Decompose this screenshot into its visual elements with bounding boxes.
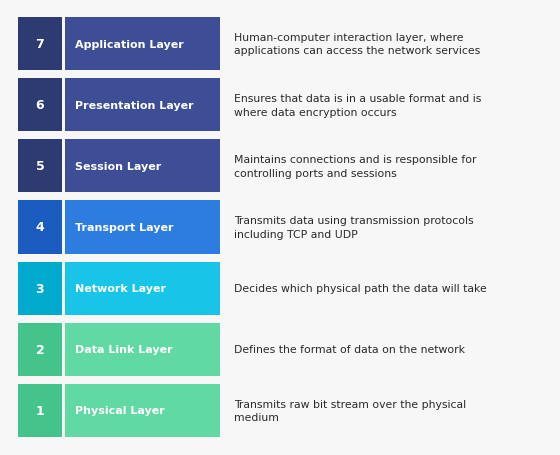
Text: 5: 5 [36,160,44,173]
Bar [65,384,220,437]
Bar [18,79,62,132]
Text: 7: 7 [36,38,44,51]
Bar [65,201,220,254]
Text: 2: 2 [36,343,44,356]
Text: Presentation Layer: Presentation Layer [75,101,194,111]
Bar [18,18,62,71]
Text: Defines the format of data on the network: Defines the format of data on the networ… [234,344,465,354]
Bar [18,384,62,437]
Text: Transport Layer: Transport Layer [75,222,174,233]
Text: Transmits data using transmission protocols
including TCP and UDP: Transmits data using transmission protoc… [234,216,474,239]
Bar [65,79,220,132]
Text: 1: 1 [36,404,44,417]
Bar [65,140,220,193]
Text: Network Layer: Network Layer [75,283,166,293]
Text: 3: 3 [36,282,44,295]
Text: Transmits raw bit stream over the physical
medium: Transmits raw bit stream over the physic… [234,399,466,422]
Text: Decides which physical path the data will take: Decides which physical path the data wil… [234,283,487,293]
Text: Application Layer: Application Layer [75,40,184,50]
Text: Data Link Layer: Data Link Layer [75,344,172,354]
Text: Maintains connections and is responsible for
controlling ports and sessions: Maintains connections and is responsible… [234,155,477,178]
Text: Physical Layer: Physical Layer [75,405,165,415]
Bar [65,262,220,315]
Bar [18,140,62,193]
Bar [65,323,220,376]
Text: Human-computer interaction layer, where
applications can access the network serv: Human-computer interaction layer, where … [234,33,480,56]
Text: Session Layer: Session Layer [75,162,161,172]
Text: 4: 4 [36,221,44,234]
Bar [18,262,62,315]
Text: Ensures that data is in a usable format and is
where data encryption occurs: Ensures that data is in a usable format … [234,94,482,117]
Bar [18,323,62,376]
Bar [65,18,220,71]
Text: 6: 6 [36,99,44,112]
Bar [18,201,62,254]
